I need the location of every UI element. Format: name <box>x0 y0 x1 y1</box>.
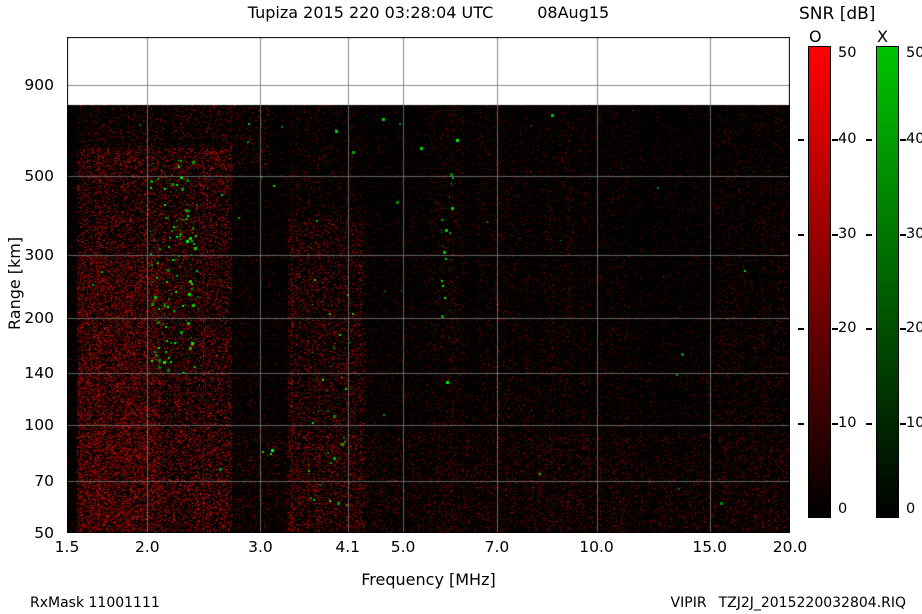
colorbar-tick-dash <box>900 328 906 331</box>
colorbar-tick-label: 50 <box>838 45 857 61</box>
x-axis-tick-labels: 1.5 2.0 3.0 4.1 5.0 7.0 10.0 15.0 20.0 <box>55 538 808 558</box>
colorbar-title: SNR [dB] <box>799 4 876 24</box>
x-tick-label: 2.0 <box>134 538 160 556</box>
colorbar-x-ticks: 50 40 30 20 10 0 <box>866 27 922 527</box>
x-tick-label: 1.5 <box>54 538 80 556</box>
colorbar-tick-label: 0 <box>906 501 916 517</box>
rxmask-label: RxMask 11001111 <box>30 595 160 611</box>
colorbar-tick-label: 30 <box>906 225 922 242</box>
colorbar-tick-label: 40 <box>906 131 922 148</box>
colorbar-tick-label: 20 <box>838 320 857 337</box>
colorbar-o-label: O <box>809 27 822 46</box>
colorbar-tick-dash <box>832 328 838 331</box>
y-axis-tick-labels: 900 500 300 200 140 100 70 50 <box>0 37 58 542</box>
colorbar-tick-dash <box>798 422 804 425</box>
colorbar-o-gradient <box>808 46 831 518</box>
x-tick-label: 10.0 <box>579 538 614 556</box>
colorbar-tick-label: 40 <box>838 131 857 148</box>
colorbar-tick-dash <box>832 233 838 236</box>
colorbar-tick-label: 10 <box>838 414 857 431</box>
colorbar-o-ticks: 50 40 30 20 10 0 <box>798 27 868 527</box>
y-tick-label: 140 <box>24 364 54 383</box>
x-tick-label: 7.0 <box>484 538 510 556</box>
colorbar-tick-label: 50 <box>906 45 922 61</box>
x-axis-title: Frequency [MHz] <box>361 570 496 589</box>
colorbar-tick-dash <box>866 328 872 331</box>
figure-title: Tupiza 2015 220 03:28:04 UTC <box>247 3 494 22</box>
colorbar-tick-dash <box>798 139 804 142</box>
file-label: VIPIR TZJ2J_2015220032804.RIQ <box>671 595 906 611</box>
colorbar-tick-dash <box>832 422 838 425</box>
colorbar-tick-dash <box>866 422 872 425</box>
y-tick-label: 200 <box>24 308 54 327</box>
colorbar-tick-dash <box>900 233 906 236</box>
y-tick-label: 900 <box>24 75 54 94</box>
x-tick-label: 20.0 <box>772 538 808 556</box>
colorbar-tick-dash <box>798 328 804 331</box>
colorbar-tick-dash <box>866 139 872 142</box>
figure-title-row: Tupiza 2015 220 03:28:04 UTC 08Aug15 <box>67 3 790 22</box>
x-tick-label: 5.0 <box>390 538 416 556</box>
colorbar-x: X 50 40 30 20 10 0 <box>866 27 922 527</box>
colorbar-x-gradient <box>876 46 899 518</box>
colorbar-x-label: X <box>877 27 888 46</box>
colorbar-tick-dash <box>900 139 906 142</box>
ionogram-canvas <box>67 37 790 533</box>
colorbar-tick-label: 10 <box>906 414 922 431</box>
y-tick-label: 70 <box>34 471 54 490</box>
colorbar-o: O 50 40 30 20 10 0 <box>798 27 868 527</box>
y-tick-label: 300 <box>24 246 54 265</box>
x-tick-label: 3.0 <box>248 538 273 556</box>
instrument-label: VIPIR <box>670 595 707 611</box>
colorbar-tick-dash <box>900 422 906 425</box>
figure-date: 08Aug15 <box>537 3 610 22</box>
colorbar-tick-dash <box>798 233 804 236</box>
colorbar-tick-label: 30 <box>838 225 857 242</box>
y-tick-label: 500 <box>24 166 54 185</box>
x-tick-label: 15.0 <box>692 538 727 556</box>
y-tick-label: 100 <box>24 416 54 435</box>
colorbar-tick-dash <box>832 139 838 142</box>
colorbar-tick-label: 0 <box>838 501 848 517</box>
colorbar-tick-label: 20 <box>906 320 922 337</box>
y-tick-label: 50 <box>34 524 54 542</box>
x-tick-label: 4.1 <box>335 538 360 556</box>
colorbar-tick-dash <box>866 233 872 236</box>
filename-label: TZJ2J_2015220032804.RIQ <box>718 595 906 611</box>
